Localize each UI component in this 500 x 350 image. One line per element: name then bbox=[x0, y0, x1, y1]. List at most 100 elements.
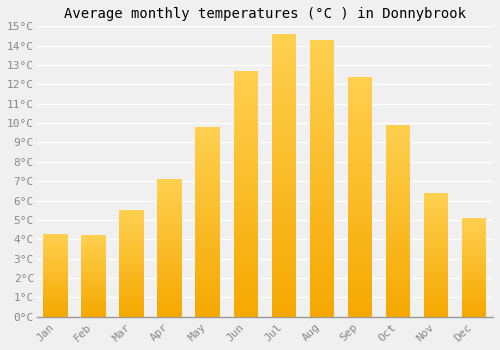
Bar bbox=[158, 293, 182, 295]
Bar bbox=[158, 262, 182, 263]
Bar bbox=[82, 263, 106, 264]
Bar bbox=[462, 307, 486, 308]
Bar bbox=[462, 256, 486, 257]
Bar bbox=[348, 82, 372, 84]
Bar bbox=[424, 270, 448, 271]
Bar bbox=[234, 130, 258, 132]
Bar bbox=[82, 248, 106, 249]
Bar bbox=[44, 264, 68, 265]
Bar bbox=[120, 223, 144, 224]
Bar bbox=[424, 197, 448, 198]
Bar bbox=[158, 311, 182, 313]
Bar bbox=[386, 294, 410, 296]
Bar bbox=[386, 238, 410, 240]
Bar bbox=[272, 102, 296, 105]
Bar bbox=[196, 306, 220, 307]
Bar bbox=[158, 251, 182, 252]
Bar bbox=[82, 303, 106, 304]
Bar bbox=[82, 308, 106, 309]
Bar bbox=[348, 197, 372, 199]
Bar bbox=[120, 266, 144, 267]
Bar bbox=[310, 51, 334, 54]
Bar bbox=[158, 237, 182, 238]
Bar bbox=[310, 120, 334, 123]
Bar bbox=[462, 265, 486, 266]
Bar bbox=[386, 265, 410, 267]
Bar bbox=[310, 148, 334, 150]
Bar bbox=[272, 125, 296, 127]
Bar bbox=[272, 252, 296, 254]
Bar bbox=[386, 127, 410, 129]
Bar bbox=[120, 255, 144, 256]
Bar bbox=[82, 306, 106, 307]
Bar bbox=[272, 187, 296, 190]
Bar bbox=[196, 252, 220, 254]
Bar bbox=[272, 238, 296, 240]
Bar bbox=[424, 281, 448, 282]
Bar bbox=[386, 146, 410, 148]
Bar bbox=[424, 240, 448, 241]
Bar bbox=[272, 37, 296, 40]
Bar bbox=[272, 190, 296, 193]
Bar bbox=[310, 140, 334, 142]
Bar bbox=[386, 244, 410, 246]
Bar bbox=[272, 147, 296, 150]
Bar bbox=[386, 305, 410, 307]
Bar bbox=[348, 307, 372, 310]
Bar bbox=[310, 264, 334, 267]
Bar bbox=[310, 76, 334, 79]
Bar bbox=[196, 127, 220, 129]
Bar bbox=[82, 265, 106, 266]
Bar bbox=[462, 238, 486, 239]
Bar bbox=[424, 310, 448, 312]
Bar bbox=[272, 164, 296, 167]
Bar bbox=[462, 220, 486, 221]
Bar bbox=[462, 234, 486, 235]
Bar bbox=[348, 211, 372, 213]
Bar bbox=[158, 179, 182, 181]
Bar bbox=[272, 54, 296, 57]
Bar bbox=[272, 215, 296, 218]
Bar bbox=[272, 201, 296, 204]
Bar bbox=[196, 307, 220, 309]
Bar bbox=[424, 223, 448, 224]
Bar bbox=[120, 272, 144, 273]
Bar bbox=[424, 216, 448, 218]
Bar bbox=[424, 254, 448, 255]
Bar bbox=[44, 245, 68, 246]
Bar bbox=[462, 302, 486, 303]
Bar bbox=[310, 84, 334, 87]
Bar bbox=[234, 127, 258, 130]
Bar bbox=[44, 309, 68, 310]
Bar bbox=[82, 294, 106, 295]
Bar bbox=[272, 274, 296, 277]
Bar bbox=[462, 315, 486, 316]
Bar bbox=[348, 242, 372, 245]
Bar bbox=[310, 237, 334, 239]
Bar bbox=[44, 252, 68, 253]
Bar bbox=[82, 313, 106, 314]
Bar bbox=[82, 289, 106, 290]
Bar bbox=[234, 255, 258, 258]
Bar bbox=[310, 101, 334, 104]
Bar bbox=[424, 231, 448, 232]
Bar bbox=[82, 241, 106, 242]
Bar bbox=[82, 297, 106, 298]
Bar bbox=[234, 270, 258, 273]
Bar bbox=[386, 161, 410, 163]
Bar bbox=[158, 259, 182, 260]
Bar bbox=[234, 260, 258, 263]
Bar bbox=[82, 301, 106, 302]
Bar bbox=[386, 148, 410, 150]
Bar bbox=[196, 230, 220, 231]
Bar bbox=[310, 184, 334, 187]
Bar bbox=[462, 270, 486, 271]
Bar bbox=[424, 264, 448, 265]
Bar bbox=[386, 296, 410, 298]
Bar bbox=[120, 305, 144, 306]
Bar bbox=[82, 245, 106, 246]
Bar bbox=[424, 202, 448, 203]
Bar bbox=[44, 292, 68, 293]
Bar bbox=[234, 86, 258, 88]
Bar bbox=[386, 136, 410, 139]
